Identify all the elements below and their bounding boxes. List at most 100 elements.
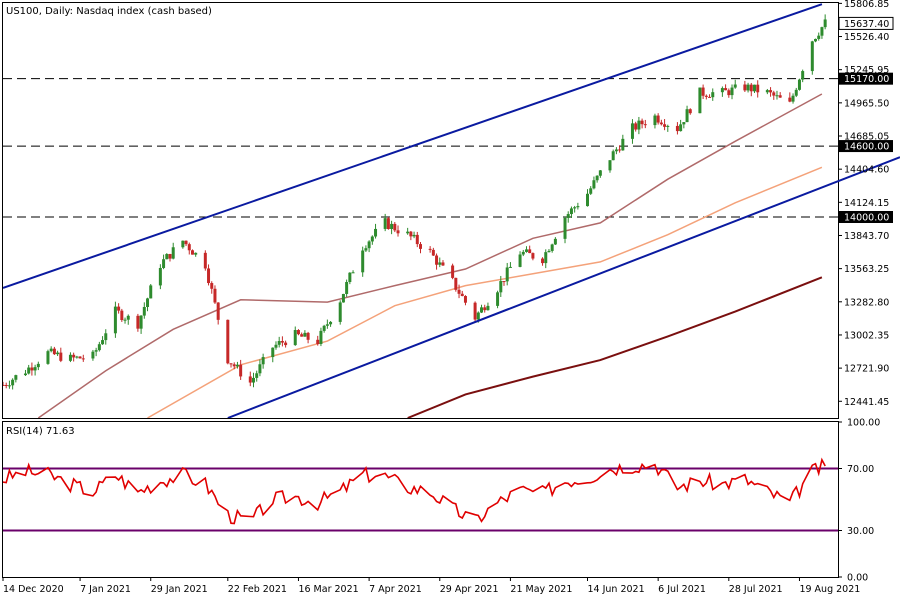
candle-body <box>659 122 663 125</box>
candle-body <box>374 228 378 237</box>
candle-body <box>171 247 175 259</box>
x-tick-label: 28 Jul 2021 <box>729 584 783 595</box>
candle-body <box>280 341 284 343</box>
candle-body <box>460 293 464 297</box>
candle-body <box>226 319 230 364</box>
candle-body <box>682 122 686 125</box>
candle-body <box>566 214 570 218</box>
y-tick-label: 12441.45 <box>844 397 889 408</box>
x-tick-label: 7 Jan 2021 <box>80 584 131 595</box>
rsi-title: RSI(14) 71.63 <box>6 426 75 437</box>
candle-body <box>791 95 795 102</box>
candle-body <box>746 84 750 91</box>
candle-body <box>104 333 108 341</box>
candle-body <box>210 283 214 289</box>
candle-body <box>271 347 275 358</box>
candle-body <box>727 90 731 96</box>
candle-body <box>59 352 63 361</box>
price-y-axis: 15806.85 15526.40 15245.95 14965.50 14685.05… <box>838 0 889 408</box>
moving-averages <box>37 93 823 418</box>
y-tick-label: 13563.25 <box>844 264 889 275</box>
candle-body <box>611 151 615 161</box>
candle-body <box>544 252 548 264</box>
trend-channel <box>3 3 900 418</box>
moving-average-line <box>37 93 823 418</box>
candle-body <box>592 180 596 189</box>
candle-body <box>49 348 53 352</box>
candle-body <box>142 306 146 316</box>
candle-body <box>463 296 467 303</box>
candle-body <box>451 265 455 278</box>
candle-body <box>531 253 535 259</box>
candle-body <box>406 231 410 234</box>
candle-body <box>255 373 259 378</box>
x-tick-label: 19 Aug 2021 <box>799 584 860 595</box>
candle-body <box>643 124 647 126</box>
candle-body <box>547 250 551 253</box>
candle-body <box>284 342 288 346</box>
candle-body <box>640 120 644 125</box>
candle-body <box>569 208 573 215</box>
candle-body <box>814 38 818 42</box>
candle-body <box>190 250 194 255</box>
y-tick-label: 14124.15 <box>844 198 889 209</box>
candle-body <box>306 332 310 340</box>
candle-body <box>232 364 236 367</box>
candle-body <box>229 363 233 365</box>
candle-body <box>419 244 422 249</box>
candle-body <box>396 230 400 234</box>
candle-body <box>663 124 667 127</box>
candle-body <box>383 218 387 229</box>
candle-body <box>56 352 60 355</box>
candle-body <box>181 240 185 248</box>
candle-body <box>637 120 641 130</box>
candle-body <box>708 96 712 98</box>
rsi-tick-label: 70.00 <box>847 464 874 475</box>
candle-body <box>136 315 140 329</box>
candle-body <box>361 250 365 273</box>
candle-body <box>72 354 76 358</box>
candle-body <box>679 124 683 132</box>
candle-body <box>370 236 374 242</box>
rsi-levels <box>3 467 838 532</box>
candle-body <box>573 207 577 209</box>
candle-body <box>296 330 300 335</box>
candle-body <box>473 302 477 320</box>
candle-body <box>797 79 801 90</box>
candle-body <box>634 123 638 130</box>
x-axis: 14 Dec 2020 7 Jan 2021 29 Jan 2021 22 Feb 2… <box>2 577 860 595</box>
x-tick-label: 22 Feb 2021 <box>228 584 287 595</box>
rsi-y-axis: 100.00 70.00 30.00 0.00 <box>838 418 880 584</box>
x-tick-label: 14 Jun 2021 <box>588 584 645 595</box>
candle-body <box>213 288 217 303</box>
candle-body <box>293 330 297 346</box>
candle-body <box>162 259 166 268</box>
channel-lower-line <box>227 156 900 418</box>
candle-body <box>248 376 252 383</box>
candle-body <box>518 254 522 267</box>
candle-body <box>322 325 326 331</box>
x-tick-label: 29 Jan 2021 <box>151 584 208 595</box>
y-tick-label: 15245.95 <box>844 65 889 76</box>
candle-body <box>101 340 105 345</box>
last-price-tag-bg <box>838 16 894 30</box>
y-tick-label: 15806.85 <box>844 0 889 10</box>
x-tick-label: 14 Dec 2020 <box>3 584 64 595</box>
candle-body <box>553 238 557 245</box>
candle-body <box>441 262 445 266</box>
candle-body <box>52 348 56 355</box>
x-tick-label: 21 May 2021 <box>510 584 572 595</box>
candle-body <box>550 244 554 251</box>
candle-body <box>454 277 458 290</box>
candle-body <box>486 305 490 311</box>
candle-body <box>139 315 143 329</box>
candle-body <box>409 231 413 237</box>
level-tag-label: 14000.00 <box>844 213 889 224</box>
candle-body <box>277 341 281 345</box>
candle-body <box>303 332 307 337</box>
candle-body <box>457 289 461 294</box>
candle-body <box>749 84 753 92</box>
y-tick-label: 14965.50 <box>844 98 889 109</box>
candles <box>3 14 827 390</box>
